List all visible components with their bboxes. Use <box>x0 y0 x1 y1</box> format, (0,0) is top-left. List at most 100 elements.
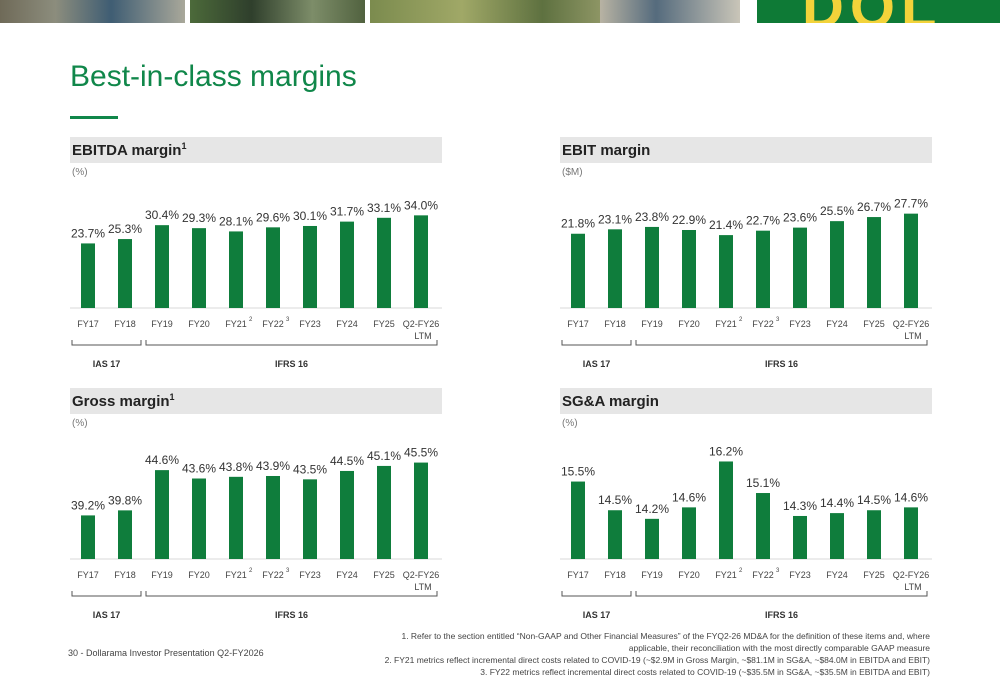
bar <box>229 231 243 308</box>
data-label: 23.8% <box>635 210 669 224</box>
tick-label: FY23 <box>789 570 811 580</box>
data-label: 25.3% <box>108 222 142 236</box>
data-label: 43.8% <box>219 460 253 474</box>
page-title: Best-in-class margins <box>70 60 357 93</box>
tick-label: FY20 <box>188 570 210 580</box>
data-label: 14.2% <box>635 502 669 516</box>
data-label: 26.7% <box>857 200 891 214</box>
bar <box>830 221 844 308</box>
tick-label: Q2-FY26 <box>403 570 440 580</box>
bar <box>645 518 659 559</box>
bar <box>377 217 391 308</box>
chart-title-text: EBITDA margin <box>72 142 182 159</box>
tick-label: FY25 <box>373 319 395 329</box>
tick-label: FY20 <box>188 319 210 329</box>
data-label: 29.3% <box>182 211 216 225</box>
header-photo-1 <box>0 0 185 23</box>
bar <box>303 479 317 559</box>
brand-logo-text: DOL <box>802 0 942 23</box>
group-label: IFRS 16 <box>765 359 798 369</box>
bar <box>414 215 428 308</box>
title-underline <box>70 116 118 119</box>
tick-label: FY18 <box>604 319 626 329</box>
tick-footnote: 3 <box>286 317 290 323</box>
bar <box>904 213 918 308</box>
bar <box>719 235 733 308</box>
chart-title: Gross margin1 <box>72 392 175 410</box>
bar <box>192 478 206 559</box>
data-label: 14.3% <box>783 499 817 513</box>
tick-label: Q2-FY26 <box>893 319 930 329</box>
group-label: IAS 17 <box>583 359 611 369</box>
data-label: 22.9% <box>672 213 706 227</box>
group-bracket <box>635 340 928 346</box>
tick-label: FY25 <box>373 570 395 580</box>
chart-title: EBITDA margin1 <box>72 141 186 159</box>
tick-label: FY18 <box>114 570 136 580</box>
data-label: 44.5% <box>330 454 364 468</box>
data-label: 27.7% <box>894 197 928 211</box>
tick-label: FY20 <box>678 570 700 580</box>
tick-sublabel: LTM <box>414 582 431 592</box>
data-label: 14.5% <box>857 493 891 507</box>
page-footer: 30 - Dollarama Investor Presentation Q2-… <box>68 648 264 658</box>
tick-label: FY17 <box>567 319 589 329</box>
bar <box>867 217 881 308</box>
data-label: 34.0% <box>404 198 438 212</box>
bar <box>192 228 206 308</box>
tick-label: FY20 <box>678 319 700 329</box>
data-label: 43.9% <box>256 459 290 473</box>
group-label: IAS 17 <box>93 610 121 620</box>
chart-title-text: Gross margin <box>72 393 170 410</box>
ebitda-plot: 23.7% 25.3%30.4% 29.3% 28.1% 29.6% 30.1% 31.7%… <box>70 198 442 369</box>
footnote-1: 1. Refer to the section entitled “Non-GA… <box>401 631 930 641</box>
data-label: 30.1% <box>293 209 327 223</box>
tick-label: Q2-FY26 <box>403 319 440 329</box>
tick-label: FY22 <box>262 570 284 580</box>
footnote-2: 2. FY21 metrics reflect incremental dire… <box>384 655 930 665</box>
tick-label: FY19 <box>641 319 663 329</box>
data-label: 33.1% <box>367 201 401 215</box>
data-label: 23.1% <box>598 212 632 226</box>
data-label: 39.2% <box>71 498 105 512</box>
ebitda-margin-chart: EBITDA margin1 (%) 23.7% 25.3% 30.4% 29.3% 2… <box>70 137 442 377</box>
bar <box>340 470 354 559</box>
group-bracket <box>71 340 142 346</box>
gross-margin-plot: 39.2% 39.8% 44.6%43.6% 43.8% 43.9% 43.5%44.5%… <box>70 446 442 620</box>
sga-margin-chart: SG&A margin (%) 15.5% 14.5% 14.2% 14.6% 16.2… <box>560 388 932 628</box>
data-label: 29.6% <box>256 210 290 224</box>
bar <box>229 476 243 559</box>
group-bracket <box>71 591 142 597</box>
chart-header <box>560 137 932 163</box>
tick-label: FY17 <box>567 570 589 580</box>
chart-unit: ($M) <box>562 167 583 178</box>
tick-label: Q2-FY26 <box>893 570 930 580</box>
group-label: IFRS 16 <box>765 610 798 620</box>
data-label: 43.6% <box>182 462 216 476</box>
footnotes: 1. Refer to the section entitled “Non-GA… <box>330 630 930 678</box>
chart-unit: (%) <box>72 167 88 178</box>
chart-header <box>70 388 442 414</box>
bar <box>155 225 169 308</box>
tick-label: FY21 <box>715 319 737 329</box>
tick-footnote: 2 <box>249 317 253 323</box>
bar <box>904 507 918 559</box>
footnote-1-cont: applicable, their reconciliation with th… <box>628 643 930 653</box>
group-label: IFRS 16 <box>275 359 308 369</box>
tick-label: FY24 <box>336 319 358 329</box>
chart-header <box>560 388 932 414</box>
bar <box>608 229 622 308</box>
chart-title-text: EBIT margin <box>562 142 651 159</box>
tick-label: FY21 <box>715 570 737 580</box>
bar <box>571 233 585 308</box>
chart-header <box>70 137 442 163</box>
tick-label: FY24 <box>336 570 358 580</box>
tick-footnote: 2 <box>739 317 743 323</box>
group-bracket <box>145 591 438 597</box>
tick-footnote: 2 <box>739 568 743 574</box>
bar <box>793 515 807 559</box>
header-photo-2 <box>190 0 365 23</box>
bar <box>303 225 317 308</box>
data-label: 25.5% <box>820 204 854 218</box>
data-label: 45.5% <box>404 446 438 460</box>
